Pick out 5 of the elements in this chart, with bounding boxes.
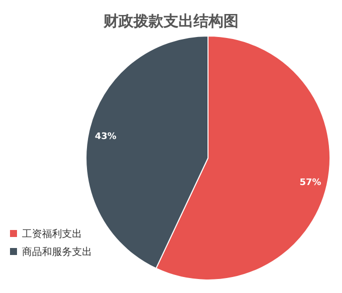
data-label: 43% [94,132,116,142]
data-label: 57% [300,178,322,188]
legend-label: 工资福利支出 [22,228,82,240]
legend-label: 商品和服务支出 [22,246,92,258]
chart-title: 财政拨款支出结构图 [102,12,238,30]
